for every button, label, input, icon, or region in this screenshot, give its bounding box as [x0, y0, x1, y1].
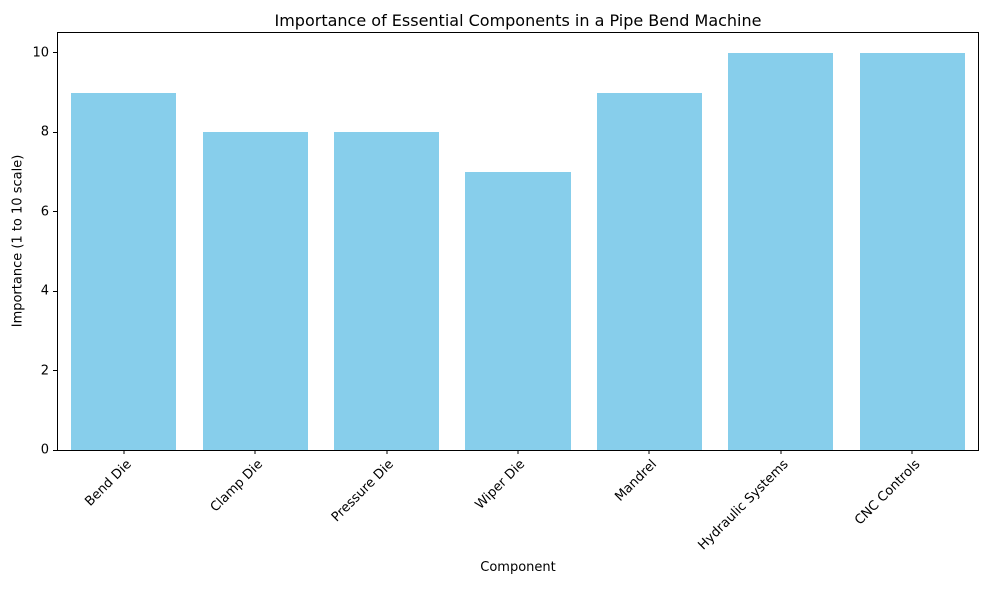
x-axis-label: Component	[480, 560, 556, 575]
bar-wiper-die	[465, 172, 571, 450]
y-tick-label: 10	[32, 45, 49, 61]
y-tick	[53, 52, 57, 54]
x-tick-label: Wiper Die	[473, 457, 529, 513]
x-tick	[254, 450, 256, 454]
y-tick-label: 0	[40, 442, 49, 458]
y-tick	[53, 290, 57, 292]
x-tick-label: Hydraulic Systems	[695, 457, 792, 554]
y-tick	[53, 449, 57, 451]
y-tick	[53, 131, 57, 133]
y-tick-label: 2	[40, 363, 49, 379]
x-tick	[911, 450, 913, 454]
bar-cnc-controls	[859, 52, 965, 450]
x-tick-label: Bend Die	[81, 457, 135, 510]
bar-bend-die	[71, 92, 177, 450]
x-tick	[386, 450, 388, 454]
bar-clamp-die	[202, 132, 308, 450]
y-tick-label: 4	[40, 283, 49, 299]
bar-mandrel	[596, 92, 702, 450]
x-tick-label: Clamp Die	[207, 457, 266, 516]
y-tick	[53, 370, 57, 372]
y-axis-label: Importance (1 to 10 scale)	[10, 154, 26, 328]
x-tick	[648, 450, 650, 454]
x-tick-label: CNC Controls	[851, 457, 923, 529]
x-tick	[517, 450, 519, 454]
plot-area: Bend Die Clamp Die Pressure Die Wiper Die Ma…	[32, 32, 979, 553]
y-tick-label: 8	[40, 124, 49, 140]
bar-pressure-die	[334, 132, 440, 450]
x-tick-label: Mandrel	[612, 457, 661, 505]
x-tick	[123, 450, 125, 454]
x-tick-label: Pressure Die	[329, 457, 398, 526]
chart-title: Importance of Essential Components in a …	[274, 11, 762, 30]
x-tick	[780, 450, 782, 454]
y-tick-label: 6	[40, 204, 49, 220]
y-tick	[53, 211, 57, 213]
bar-hydraulic-systems	[728, 52, 834, 450]
